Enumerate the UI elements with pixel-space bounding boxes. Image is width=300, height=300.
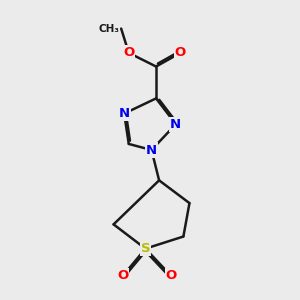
Text: O: O xyxy=(166,269,177,283)
Text: N: N xyxy=(146,143,157,157)
Text: S: S xyxy=(141,242,150,255)
Text: CH₃: CH₃ xyxy=(99,24,120,34)
Text: O: O xyxy=(117,269,128,283)
Text: N: N xyxy=(170,118,182,131)
Text: O: O xyxy=(123,46,134,59)
Text: N: N xyxy=(118,107,130,120)
Text: O: O xyxy=(175,46,186,59)
